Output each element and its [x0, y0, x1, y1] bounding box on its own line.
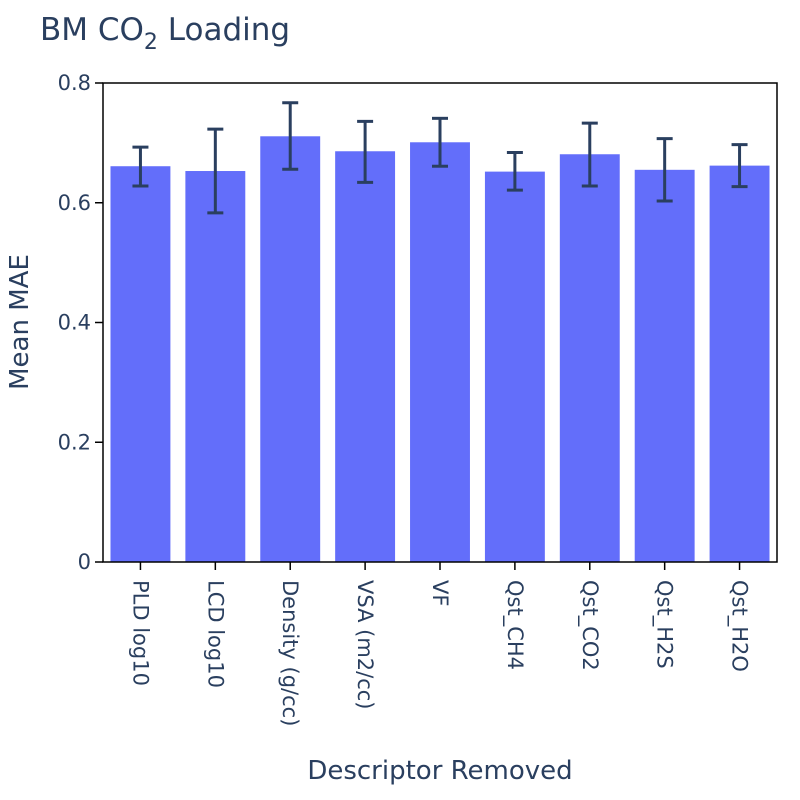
- error-bar: [282, 101, 299, 171]
- error-bar: [432, 116, 448, 168]
- bar: [709, 165, 770, 562]
- y-tick-label: 0.4: [58, 311, 91, 335]
- x-tick-label: Density (g/cc): [278, 580, 302, 726]
- bar: [559, 154, 620, 562]
- bar: [260, 136, 321, 562]
- error-bar: [656, 137, 673, 203]
- x-tick-label: LCD log10: [203, 580, 227, 688]
- error-bar: [132, 145, 149, 188]
- x-tick-label: VF: [428, 580, 452, 606]
- bar: [110, 166, 171, 562]
- y-tick-label: 0.2: [58, 430, 91, 454]
- bar: [410, 142, 470, 562]
- error-bar: [207, 127, 224, 215]
- x-tick-label: VSA (m2/cc): [353, 580, 377, 710]
- bar: [335, 151, 396, 562]
- y-axis-title: Mean MAE: [5, 254, 35, 390]
- chart-title-suffix: Loading: [158, 12, 290, 48]
- chart-title: BM CO2 Loading: [40, 12, 290, 55]
- y-tick-label: 0.6: [58, 191, 91, 215]
- error-bar: [357, 119, 374, 184]
- x-tick-label: Qst_H2S: [652, 580, 677, 669]
- bar: [484, 171, 545, 563]
- error-bar: [731, 143, 748, 189]
- bar: [634, 169, 695, 562]
- chart-title-subscript: 2: [144, 30, 158, 55]
- bar: [185, 171, 246, 563]
- x-tick-label: PLD log10: [128, 580, 152, 686]
- error-bar: [506, 150, 523, 192]
- error-bar: [581, 121, 598, 188]
- x-tick-label: Qst_CO2: [577, 580, 602, 671]
- x-tick-label: Qst_CH4: [502, 580, 527, 670]
- y-tick-label: 0: [78, 550, 91, 574]
- plot-area: 0 0.2 0.4 0.6 0.8 PLD log10 LCD log10 Density (…: [58, 71, 778, 726]
- x-axis-title: Descriptor Removed: [307, 756, 572, 786]
- y-tick-label: 0.8: [58, 71, 91, 95]
- x-tick-label: Qst_H2O: [727, 580, 752, 672]
